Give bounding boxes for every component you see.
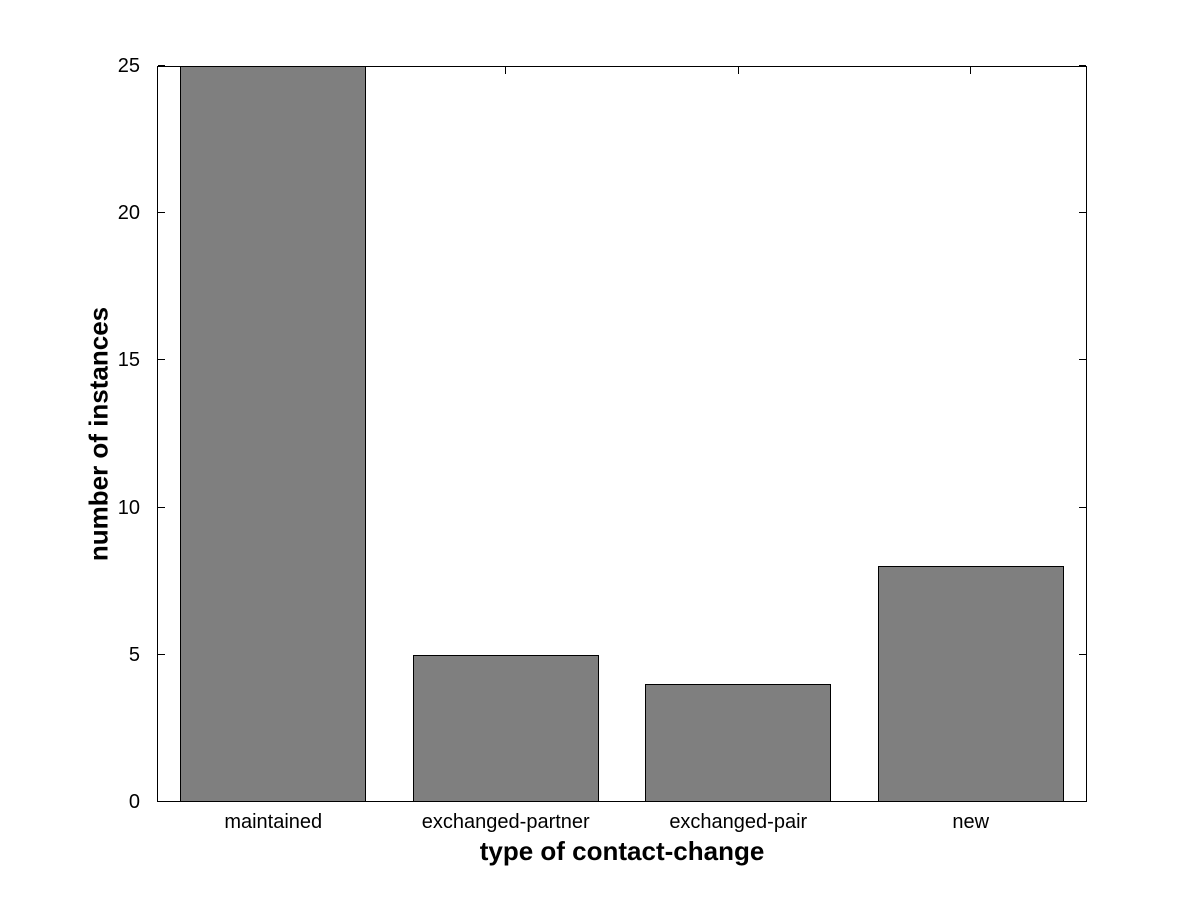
y-tick-label-15: 15 <box>117 349 140 372</box>
x-tick-mark-top <box>505 67 507 74</box>
y-tick-label-20: 20 <box>117 202 140 225</box>
y-tick-mark-left <box>158 653 165 655</box>
y-tick-mark-right <box>1079 506 1086 508</box>
y-tick-mark-left <box>158 212 165 214</box>
y-tick-label-0: 0 <box>128 791 140 813</box>
x-tick-label-exchanged-pair: exchanged-pair <box>669 811 808 833</box>
y-tick-label-10: 10 <box>117 496 140 519</box>
x-tick-label-maintained: maintained <box>224 811 323 833</box>
y-tick-mark-right <box>1079 65 1086 66</box>
x-tick-label-exchanged-partner: exchanged-partner <box>421 811 590 833</box>
y-tick-mark-right <box>1079 212 1086 214</box>
y-tick-mark-left <box>158 65 165 66</box>
bar-new <box>877 566 1064 802</box>
x-tick-mark-top <box>970 67 972 74</box>
y-tick-label-25: 25 <box>117 55 140 77</box>
bar-maintained <box>180 66 367 802</box>
y-tick-mark-right <box>1079 653 1086 655</box>
y-tick-label-5: 5 <box>128 643 140 666</box>
y-tick-mark-right <box>1079 801 1086 802</box>
y-tick-mark-right <box>1079 359 1086 361</box>
y-axis-label: number of instances <box>83 306 114 562</box>
y-tick-mark-left <box>158 359 165 361</box>
y-tick-mark-left <box>158 506 165 508</box>
x-axis-label: type of contact-change <box>479 836 765 866</box>
x-tick-mark-top <box>737 67 739 74</box>
bar-exchanged-pair <box>645 684 832 802</box>
bar-exchanged-partner <box>412 654 599 802</box>
y-tick-mark-left <box>158 801 165 802</box>
x-tick-label-new: new <box>952 811 990 833</box>
